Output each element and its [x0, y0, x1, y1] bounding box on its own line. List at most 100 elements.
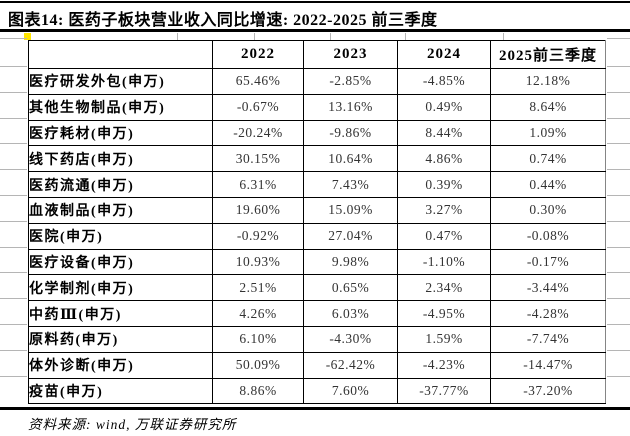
- gridline-stub: [607, 66, 630, 67]
- row-label: 疫苗(申万): [28, 377, 213, 405]
- gridline-stub: [0, 169, 27, 170]
- row-label: 医院(申万): [28, 222, 213, 250]
- gridline-stub: [607, 324, 630, 325]
- cell-value: -4.85%: [397, 68, 491, 95]
- row-label: 原料药(申万): [28, 325, 213, 353]
- table-row: 医疗耗材(申万) -20.24% -9.86% 8.44% 1.09%: [28, 119, 606, 147]
- cell-value: 10.64%: [303, 145, 398, 173]
- gridline-stub: [0, 92, 27, 93]
- cell-value: 2.51%: [212, 274, 304, 302]
- row-label: 医疗设备(申万): [28, 248, 213, 276]
- row-label: 医疗耗材(申万): [28, 119, 213, 147]
- gridline-stub: [607, 143, 630, 144]
- cell-value: 0.49%: [397, 93, 491, 121]
- cell-value: 30.15%: [212, 145, 304, 173]
- row-label: 医疗研发外包(申万): [28, 68, 213, 95]
- gridline-stub: [607, 272, 630, 273]
- row-label: 医药流通(申万): [28, 171, 213, 198]
- gridline-stub: [607, 118, 630, 119]
- cell-value: 6.31%: [212, 171, 304, 198]
- gridline-stub: [0, 38, 27, 39]
- gridline-stub: [607, 350, 630, 351]
- cell-value: -4.30%: [303, 325, 398, 353]
- source-note: 资料来源: wind, 万联证券研究所: [28, 417, 237, 432]
- cell-value: -9.86%: [303, 119, 398, 147]
- cell-value: -20.24%: [212, 119, 304, 147]
- gridline-stub: [0, 376, 27, 377]
- col-header: 2025前三季度: [490, 40, 606, 69]
- cell-value: -4.28%: [490, 300, 606, 327]
- cell-value: 6.10%: [212, 325, 304, 353]
- cell-value: 0.65%: [303, 274, 398, 302]
- gridline-stub: [607, 92, 630, 93]
- table-header: 2022 2023 2024 2025前三季度: [28, 40, 606, 69]
- cell-value: -4.23%: [397, 351, 491, 379]
- table-row: 原料药(申万) 6.10% -4.30% 1.59% -7.74%: [28, 325, 606, 353]
- cell-value: -0.17%: [490, 248, 606, 276]
- table-row: 疫苗(申万) 8.86% 7.60% -37.77% -37.20%: [28, 377, 606, 405]
- cell-value: 2.34%: [397, 274, 491, 302]
- row-label: 体外诊断(申万): [28, 351, 213, 379]
- cell-value: 8.86%: [212, 377, 304, 405]
- cell-value: 65.46%: [212, 68, 304, 95]
- row-label: 其他生物制品(申万): [28, 93, 213, 121]
- cell-value: 1.59%: [397, 325, 491, 353]
- table-row: 其他生物制品(申万) -0.67% 13.16% 0.49% 8.64%: [28, 93, 606, 121]
- cell-value: 4.86%: [397, 145, 491, 173]
- cell-value: -62.42%: [303, 351, 398, 379]
- gridline-stub: [0, 298, 27, 299]
- cell-value: 0.74%: [490, 145, 606, 173]
- gridline-stub: [0, 272, 27, 273]
- col-header: 2022: [212, 40, 304, 69]
- cell-value: 50.09%: [212, 351, 304, 379]
- table-row: 医疗设备(申万) 10.93% 9.98% -1.10% -0.17%: [28, 248, 606, 276]
- gridline-stub: [0, 195, 27, 196]
- cell-value: 19.60%: [212, 196, 304, 224]
- gridline-stub: [0, 350, 27, 351]
- cell-value: 1.09%: [490, 119, 606, 147]
- gridline-stub: [607, 298, 630, 299]
- gridline-stub: [607, 195, 630, 196]
- table-row: 血液制品(申万) 19.60% 15.09% 3.27% 0.30%: [28, 196, 606, 224]
- gridline-stub: [330, 33, 331, 40]
- row-label: 中药Ⅲ(申万): [28, 300, 213, 327]
- gridline-stub: [405, 33, 406, 40]
- figure-title: 图表14: 医药子板块营业收入同比增速: 2022-2025 前三季度: [8, 12, 438, 29]
- cell-value: 0.47%: [397, 222, 491, 250]
- gridline-stub: [607, 38, 630, 39]
- cell-value: 13.16%: [303, 93, 398, 121]
- gridline-stub: [0, 247, 27, 248]
- gridline-stub: [0, 221, 27, 222]
- gridline-stub: [0, 66, 27, 67]
- cell-value: 15.09%: [303, 196, 398, 224]
- gridline-stub: [607, 376, 630, 377]
- cell-value: -1.10%: [397, 248, 491, 276]
- cell-value: 0.30%: [490, 196, 606, 224]
- cell-value: 7.43%: [303, 171, 398, 198]
- cell-value: -0.92%: [212, 222, 304, 250]
- cell-value: 7.60%: [303, 377, 398, 405]
- gridline-stub: [607, 169, 630, 170]
- cell-value: -3.44%: [490, 274, 606, 302]
- gridline-stub: [503, 33, 504, 40]
- cell-value: -37.20%: [490, 377, 606, 405]
- cell-value: -14.47%: [490, 351, 606, 379]
- cell-value: -0.67%: [212, 93, 304, 121]
- table-row: 体外诊断(申万) 50.09% -62.42% -4.23% -14.47%: [28, 351, 606, 379]
- corner-header-cell: [28, 40, 213, 69]
- cell-value: 9.98%: [303, 248, 398, 276]
- table-row: 医疗研发外包(申万) 65.46% -2.85% -4.85% 12.18%: [28, 68, 606, 95]
- row-label: 化学制剂(申万): [28, 274, 213, 302]
- cell-value: -4.95%: [397, 300, 491, 327]
- table-row: 医药流通(申万) 6.31% 7.43% 0.39% 0.44%: [28, 171, 606, 198]
- table-bottom-rule: [0, 407, 630, 410]
- cell-value: 3.27%: [397, 196, 491, 224]
- cell-value: 8.44%: [397, 119, 491, 147]
- col-header: 2023: [303, 40, 398, 69]
- cell-value: 12.18%: [490, 68, 606, 95]
- cell-value: -7.74%: [490, 325, 606, 353]
- col-header: 2024: [397, 40, 491, 69]
- header-row: 2022 2023 2024 2025前三季度: [28, 40, 606, 69]
- table-body: 医疗研发外包(申万) 65.46% -2.85% -4.85% 12.18% 其他生物制品…: [28, 68, 606, 405]
